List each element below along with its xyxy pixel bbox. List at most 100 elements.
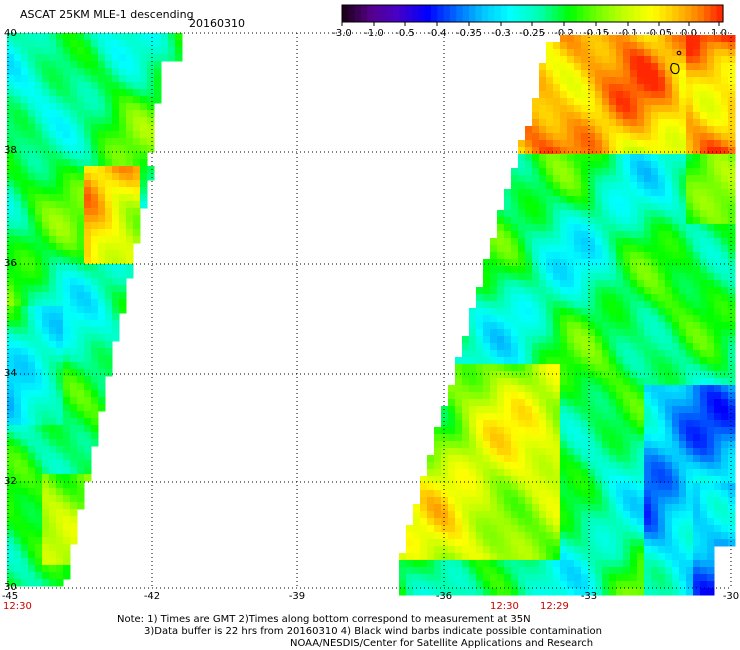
swath-pixel xyxy=(413,546,421,554)
swath-pixel xyxy=(553,574,561,582)
swath-pixel xyxy=(539,532,547,540)
swath-pixel xyxy=(721,448,729,456)
swath-pixel xyxy=(511,280,519,288)
swath-pixel xyxy=(35,390,43,398)
swath-pixel xyxy=(91,432,99,440)
swath-pixel xyxy=(693,539,701,547)
swath-pixel xyxy=(721,399,729,407)
swath-pixel xyxy=(119,96,127,104)
swath-pixel xyxy=(574,98,582,106)
swath-pixel xyxy=(714,490,722,498)
swath-pixel xyxy=(518,308,526,316)
swath-pixel xyxy=(637,413,645,421)
swath-pixel xyxy=(707,357,715,365)
swath-pixel xyxy=(7,201,15,209)
swath-pixel xyxy=(70,418,78,426)
swath-pixel xyxy=(84,467,92,475)
swath-pixel xyxy=(105,89,113,97)
swath-pixel xyxy=(721,231,729,239)
swath-pixel xyxy=(14,124,22,132)
swath-pixel xyxy=(567,126,575,134)
swath-pixel xyxy=(616,483,624,491)
swath-pixel xyxy=(644,518,652,526)
swath-pixel xyxy=(581,168,589,176)
swath-pixel xyxy=(546,126,554,134)
swath-pixel xyxy=(511,196,519,204)
swath-pixel xyxy=(553,287,561,295)
swath-pixel xyxy=(644,588,652,596)
swath-pixel xyxy=(56,460,64,468)
swath-pixel xyxy=(721,154,729,162)
swath-pixel xyxy=(588,413,596,421)
swath-pixel xyxy=(546,539,554,547)
swath-pixel xyxy=(672,42,680,50)
swath-pixel xyxy=(497,357,505,365)
swath-pixel xyxy=(602,175,610,183)
swath-pixel xyxy=(700,133,708,141)
swath-pixel xyxy=(441,525,449,533)
swath-pixel xyxy=(546,63,554,71)
swath-pixel xyxy=(518,301,526,309)
swath-pixel xyxy=(28,397,36,405)
swath-pixel xyxy=(469,497,477,505)
swath-pixel xyxy=(728,266,736,274)
swath-pixel xyxy=(546,238,554,246)
swath-pixel xyxy=(105,117,113,125)
swath-pixel xyxy=(140,201,148,209)
swath-pixel xyxy=(637,112,645,120)
swath-pixel xyxy=(49,68,57,76)
swath-pixel xyxy=(434,434,442,442)
swath-pixel xyxy=(609,574,617,582)
swath-pixel xyxy=(35,173,43,181)
swath-pixel xyxy=(91,418,99,426)
swath-pixel xyxy=(49,404,57,412)
swath-pixel xyxy=(497,448,505,456)
swath-pixel xyxy=(434,574,442,582)
swath-pixel xyxy=(686,483,694,491)
swath-pixel xyxy=(504,329,512,337)
swath-pixel xyxy=(630,364,638,372)
swath-pixel xyxy=(63,278,71,286)
swath-pixel xyxy=(42,278,50,286)
swath-pixel xyxy=(721,70,729,78)
swath-pixel xyxy=(14,264,22,272)
swath-pixel xyxy=(616,280,624,288)
swath-pixel xyxy=(707,364,715,372)
swath-pixel xyxy=(469,567,477,575)
swath-pixel xyxy=(581,588,589,596)
swath-pixel xyxy=(539,350,547,358)
swath-pixel xyxy=(56,271,64,279)
swath-pixel xyxy=(112,243,120,251)
swath-pixel xyxy=(588,287,596,295)
swath-pixel xyxy=(518,315,526,323)
swath-pixel xyxy=(70,110,78,118)
swath-pixel xyxy=(560,427,568,435)
swath-pixel xyxy=(483,364,491,372)
swath-pixel xyxy=(637,364,645,372)
swath-pixel xyxy=(35,383,43,391)
swath-pixel xyxy=(35,544,43,552)
colorbar-cell xyxy=(634,5,642,22)
swath-pixel xyxy=(595,308,603,316)
swath-pixel xyxy=(546,98,554,106)
swath-pixel xyxy=(21,61,29,69)
swath-pixel xyxy=(609,49,617,57)
swath-pixel xyxy=(490,287,498,295)
swath-pixel xyxy=(35,313,43,321)
swath-pixel xyxy=(630,371,638,379)
swath-pixel xyxy=(133,131,141,139)
swath-pixel xyxy=(532,553,540,561)
swath-pixel xyxy=(721,91,729,99)
swath-pixel xyxy=(700,168,708,176)
swath-pixel xyxy=(105,334,113,342)
swath-pixel xyxy=(665,175,673,183)
swath-pixel xyxy=(637,308,645,316)
swath-pixel xyxy=(707,77,715,85)
swath-pixel xyxy=(679,434,687,442)
swath-pixel xyxy=(588,35,596,43)
swath-pixel xyxy=(539,329,547,337)
swath-pixel xyxy=(658,154,666,162)
swath-pixel xyxy=(546,266,554,274)
swath-pixel xyxy=(490,322,498,330)
swath-pixel xyxy=(728,427,736,435)
